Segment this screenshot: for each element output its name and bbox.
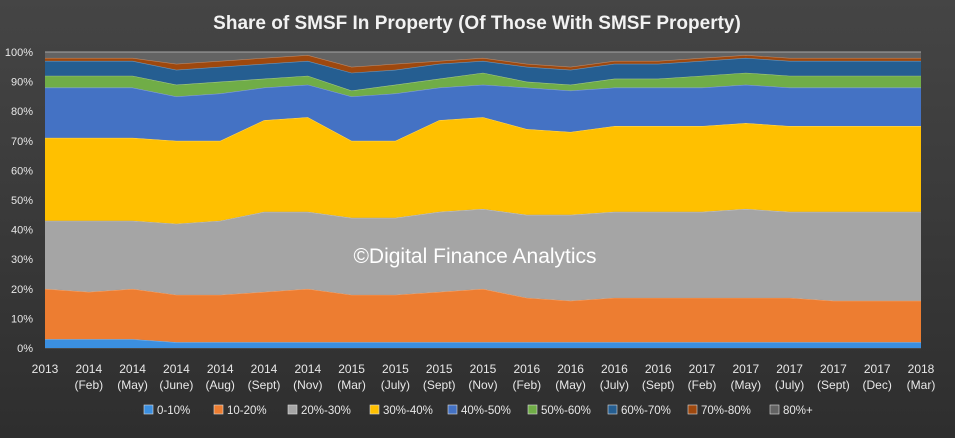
- x-tick-label: 2015: [382, 362, 409, 376]
- legend-label: 60%-70%: [621, 405, 671, 417]
- y-tick-label: 40%: [11, 225, 33, 237]
- x-tick-sublabel: (Nov): [468, 378, 497, 392]
- x-tick-sublabel: (Aug): [206, 378, 235, 392]
- area-10-20pct: [45, 288, 921, 343]
- y-tick-label: 60%: [11, 165, 33, 177]
- area-30pct-40pct: [45, 117, 921, 224]
- legend-label: 70%-80%: [701, 405, 751, 417]
- legend-swatch: [369, 404, 380, 415]
- x-tick-label: 2018: [908, 362, 935, 376]
- x-tick-sublabel: (July): [775, 378, 804, 392]
- legend-item-20pct-30pct: 20%-30%: [287, 404, 351, 417]
- x-tick-label: 2017: [732, 362, 759, 376]
- y-tick-label: 50%: [11, 195, 33, 207]
- x-tick-sublabel: (July): [600, 378, 629, 392]
- x-tick-sublabel: (Feb): [74, 378, 103, 392]
- x-tick-label: 2017: [689, 362, 716, 376]
- x-tick-sublabel: (Nov): [293, 378, 322, 392]
- x-tick-sublabel: (Mar): [337, 378, 366, 392]
- legend-item-40pct-50pct: 40%-50%: [447, 404, 511, 417]
- area-50pct-60pct: [45, 72, 921, 97]
- legend-label: 40%-50%: [461, 405, 511, 417]
- x-tick-label: 2014: [119, 362, 146, 376]
- chart-legend: 0-10% 10-20% 20%-30% 30%-40% 40%-50% 50%-60% 6…: [143, 404, 813, 417]
- legend-label: 10-20%: [227, 405, 267, 417]
- legend-swatch: [769, 404, 780, 415]
- x-tick-label: 2017: [776, 362, 803, 376]
- area-series-group: [44, 51, 921, 348]
- y-axis-ticks: 0% 10% 20% 30% 40% 50% 60% 70% 80% 90% 100%: [5, 47, 33, 355]
- x-tick-label: 2016: [645, 362, 672, 376]
- watermark-text: ©Digital Finance Analytics: [353, 245, 596, 268]
- y-tick-label: 90%: [11, 77, 33, 89]
- legend-label: 20%-30%: [301, 405, 351, 417]
- x-tick-sublabel: (Dec): [863, 378, 892, 392]
- x-tick-sublabel: (May): [730, 378, 761, 392]
- legend-item-60pct-70pct: 60%-70%: [607, 404, 671, 417]
- y-tick-label: 100%: [5, 47, 33, 59]
- legend-swatch: [143, 404, 154, 415]
- legend-label: 30%-40%: [383, 405, 433, 417]
- area-80pctplus: [45, 52, 921, 67]
- x-tick-sublabel: (Sept): [642, 378, 675, 392]
- x-tick-sublabel: (Feb): [512, 378, 541, 392]
- legend-item-80pctplus: 80%+: [769, 404, 813, 417]
- area-70pct-80pct: [45, 55, 921, 73]
- x-tick-label: 2016: [513, 362, 540, 376]
- legend-swatch: [447, 404, 458, 415]
- x-tick-label: 2014: [207, 362, 234, 376]
- x-tick-sublabel: (July): [381, 378, 410, 392]
- legend-swatch: [687, 404, 698, 415]
- y-tick-label: 30%: [11, 254, 33, 266]
- x-tick-label: 2014: [163, 362, 190, 376]
- x-tick-label: 2017: [820, 362, 847, 376]
- x-tick-label: 2016: [601, 362, 628, 376]
- x-tick-sublabel: (Sept): [248, 378, 281, 392]
- area-40pct-50pct: [45, 84, 921, 141]
- x-tick-label: 2015: [426, 362, 453, 376]
- y-tick-label: 80%: [11, 106, 33, 118]
- x-tick-sublabel: (Sept): [423, 378, 456, 392]
- x-tick-label: 2014: [75, 362, 102, 376]
- legend-swatch: [213, 404, 224, 415]
- legend-swatch: [527, 404, 538, 415]
- y-tick-label: 10%: [11, 313, 33, 325]
- y-tick-label: 70%: [11, 136, 33, 148]
- x-axis-ticks: 2013 2014 (Feb) 2014 (May) 2014 (June) 2014 (Aug…: [32, 362, 936, 392]
- x-tick-label: 2017: [864, 362, 891, 376]
- y-tick-label: 20%: [11, 284, 33, 296]
- legend-swatch: [287, 404, 298, 415]
- legend-item-0-10pct: 0-10%: [143, 404, 190, 417]
- y-tick-label: 0%: [17, 343, 33, 355]
- x-tick-sublabel: (May): [555, 378, 586, 392]
- x-tick-sublabel: (Sept): [817, 378, 850, 392]
- x-tick-sublabel: (June): [159, 378, 193, 392]
- legend-label: 50%-60%: [541, 405, 591, 417]
- legend-item-10-20pct: 10-20%: [213, 404, 267, 417]
- legend-swatch: [607, 404, 618, 415]
- legend-item-30pct-40pct: 30%-40%: [369, 404, 433, 417]
- x-tick-label: 2014: [294, 362, 321, 376]
- area-0-10pct: [45, 339, 921, 348]
- x-tick-label: 2015: [338, 362, 365, 376]
- x-tick-label: 2015: [470, 362, 497, 376]
- x-tick-label: 2016: [557, 362, 584, 376]
- area-20pct-30pct: [45, 208, 921, 301]
- legend-label: 0-10%: [157, 405, 190, 417]
- legend-label: 80%+: [783, 405, 813, 417]
- x-tick-label: 2013: [32, 362, 59, 376]
- legend-item-70pct-80pct: 70%-80%: [687, 404, 751, 417]
- area-60pct-70pct: [45, 57, 921, 91]
- x-tick-sublabel: (May): [117, 378, 148, 392]
- x-tick-sublabel: (Mar): [907, 378, 936, 392]
- chart-title: Share of SMSF In Property (Of Those With…: [213, 13, 741, 34]
- x-tick-label: 2014: [251, 362, 278, 376]
- x-tick-sublabel: (Feb): [688, 378, 717, 392]
- legend-item-50pct-60pct: 50%-60%: [527, 404, 591, 417]
